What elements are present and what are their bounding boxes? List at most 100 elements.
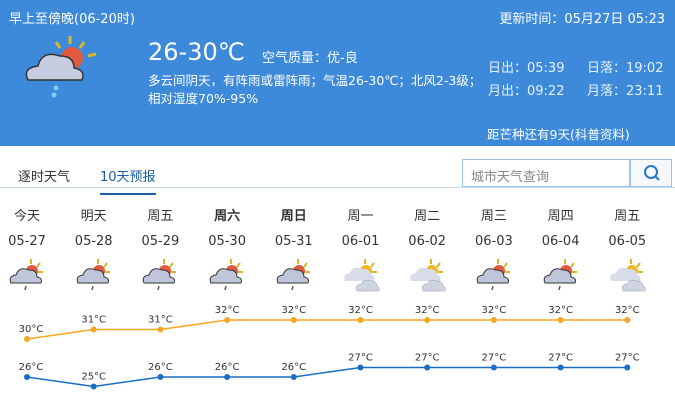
day-of-week: 今天 xyxy=(13,209,40,224)
day-of-week: 周六 xyxy=(214,209,241,224)
forecast-day[interactable]: 周三 06-03 xyxy=(464,205,524,297)
forecast-day[interactable]: 今天 05-27 xyxy=(0,205,57,297)
sunset: 日落：19:02 xyxy=(587,61,664,76)
city-search-input[interactable]: 城市天气查询 xyxy=(462,159,630,187)
low-temp-label: 25°C xyxy=(81,372,106,383)
high-temp-label: 32°C xyxy=(215,305,240,316)
forecast-date: 06-01 xyxy=(341,234,380,249)
cloudy-shower-icon xyxy=(9,259,43,291)
search-button[interactable] xyxy=(630,159,672,187)
update-time: 更新时间：05月27日 05:23 xyxy=(499,12,665,27)
high-temp-point xyxy=(357,317,364,323)
day-of-week: 周四 xyxy=(547,209,574,224)
forecast-date: 06-04 xyxy=(541,234,580,249)
low-temp-point xyxy=(424,364,431,371)
forecast-day[interactable]: 周日 05-31 xyxy=(264,205,324,297)
moonset: 月落：23:11 xyxy=(587,84,664,99)
high-temp-point xyxy=(90,326,97,333)
low-temp-line xyxy=(26,366,628,388)
high-temp-point xyxy=(24,336,30,342)
high-temp-line xyxy=(26,319,628,340)
low-temp-label: 27°C xyxy=(348,353,373,364)
low-temp-label: 27°C xyxy=(482,353,507,364)
cloudy-shower-icon xyxy=(209,259,244,291)
cloudy-shower-icon xyxy=(476,259,510,291)
high-temp-point xyxy=(157,326,164,333)
day-of-week: 周三 xyxy=(480,209,507,224)
low-temp-label: 26°C xyxy=(19,362,44,373)
high-temp-label: 32°C xyxy=(281,305,306,316)
day-of-week: 周二 xyxy=(414,209,441,224)
low-temp-point xyxy=(490,364,497,371)
forecast-day[interactable]: 周二 06-02 xyxy=(397,205,457,297)
day-of-week: 周一 xyxy=(347,209,374,224)
high-temp-label: 31°C xyxy=(81,315,106,326)
forecast-day[interactable]: 周五 06-05 xyxy=(597,205,657,297)
cloudy-shower-icon xyxy=(276,259,310,291)
high-temp-label: 32°C xyxy=(615,305,640,316)
period-label: 早上至傍晚(06-20时) xyxy=(9,12,135,27)
cloudy-shower-icon xyxy=(76,259,110,291)
sunrise: 日出：05:39 xyxy=(488,61,565,76)
tab-bar: 逐时天气 10天预报 xyxy=(0,150,675,195)
air-quality: 空气质量：优-良 xyxy=(262,51,358,66)
high-temp-label: 32°C xyxy=(348,305,373,316)
cloudy-shower-icon xyxy=(543,259,577,291)
forecast-date: 05-29 xyxy=(141,234,180,249)
high-temp-point xyxy=(224,317,231,323)
high-temp-label: 30°C xyxy=(19,324,44,335)
low-temp-point xyxy=(290,374,297,380)
forecast-date: 06-02 xyxy=(408,234,447,249)
partly-cloudy-icon xyxy=(610,259,646,292)
forecast-day[interactable]: 周六 05-30 xyxy=(197,205,257,297)
forecast-date: 05-28 xyxy=(74,234,113,249)
forecast-date: 06-03 xyxy=(475,234,513,249)
day-of-week: 明天 xyxy=(80,209,107,224)
low-temp-label: 27°C xyxy=(548,353,573,364)
low-temp-point xyxy=(157,374,164,380)
day-of-week: 周五 xyxy=(147,209,174,224)
high-temp-label: 32°C xyxy=(415,305,440,316)
high-temp-label: 32°C xyxy=(482,305,507,316)
weather-header: 早上至傍晚(06-20时) 更新时间：05月27日 05:23 26-30℃ 空… xyxy=(0,0,675,146)
day-of-week: 周五 xyxy=(614,209,641,224)
tab-hourly[interactable]: 逐时天气 xyxy=(18,170,71,185)
high-temp-point xyxy=(624,317,631,323)
low-temp-label: 26°C xyxy=(281,362,306,373)
low-temp-label: 26°C xyxy=(215,362,240,373)
solar-term-link[interactable]: 距芒种还有9天(科普资料) xyxy=(487,127,630,142)
high-temp-point xyxy=(290,317,297,323)
forecast-day[interactable]: 明天 05-28 xyxy=(64,205,124,297)
forecast-date: 06-05 xyxy=(608,234,647,249)
forecast-date: 05-31 xyxy=(274,234,313,249)
low-temp-label: 27°C xyxy=(615,353,640,364)
low-temp-point xyxy=(557,364,564,371)
high-temp-point xyxy=(424,317,431,323)
low-temp-label: 26°C xyxy=(148,362,173,373)
high-temp-label: 31°C xyxy=(148,315,173,326)
cloudy-shower-icon xyxy=(143,259,177,291)
partly-cloudy-shower-icon xyxy=(25,36,97,98)
day-of-week: 周日 xyxy=(280,209,307,224)
forecast-date: 05-30 xyxy=(208,234,246,249)
low-temp-point xyxy=(357,364,364,371)
moonrise: 月出：09:22 xyxy=(488,84,565,99)
high-temp-point xyxy=(490,317,497,323)
tab-10-day[interactable]: 10天预报 xyxy=(100,166,156,195)
forecast-day[interactable]: 周一 06-01 xyxy=(331,205,391,297)
temperature-range: 26-30℃ xyxy=(148,38,245,66)
low-temp-point xyxy=(224,374,231,380)
search-icon xyxy=(644,165,660,181)
high-temp-point xyxy=(557,317,564,323)
forecast-date: 05-27 xyxy=(8,234,46,249)
low-temp-point xyxy=(90,383,97,390)
high-temp-label: 32°C xyxy=(548,305,573,316)
temperature-chart: 30°C 31°C 31°C 32°C 32°C 32°C 32°C 32°C 32°C 32°C… xyxy=(19,305,640,390)
partly-cloudy-icon xyxy=(343,259,379,292)
low-temp-label: 27°C xyxy=(415,353,440,364)
low-temp-point xyxy=(624,364,631,371)
weather-description: 多云间阴天，有阵雨或雷阵雨；气温26-30℃；北风2-3级；相对湿度70%-95… xyxy=(148,73,482,106)
low-temp-point xyxy=(24,374,30,380)
forecast-day[interactable]: 周四 06-04 xyxy=(531,205,591,297)
forecast-day[interactable]: 周五 05-29 xyxy=(130,205,190,297)
